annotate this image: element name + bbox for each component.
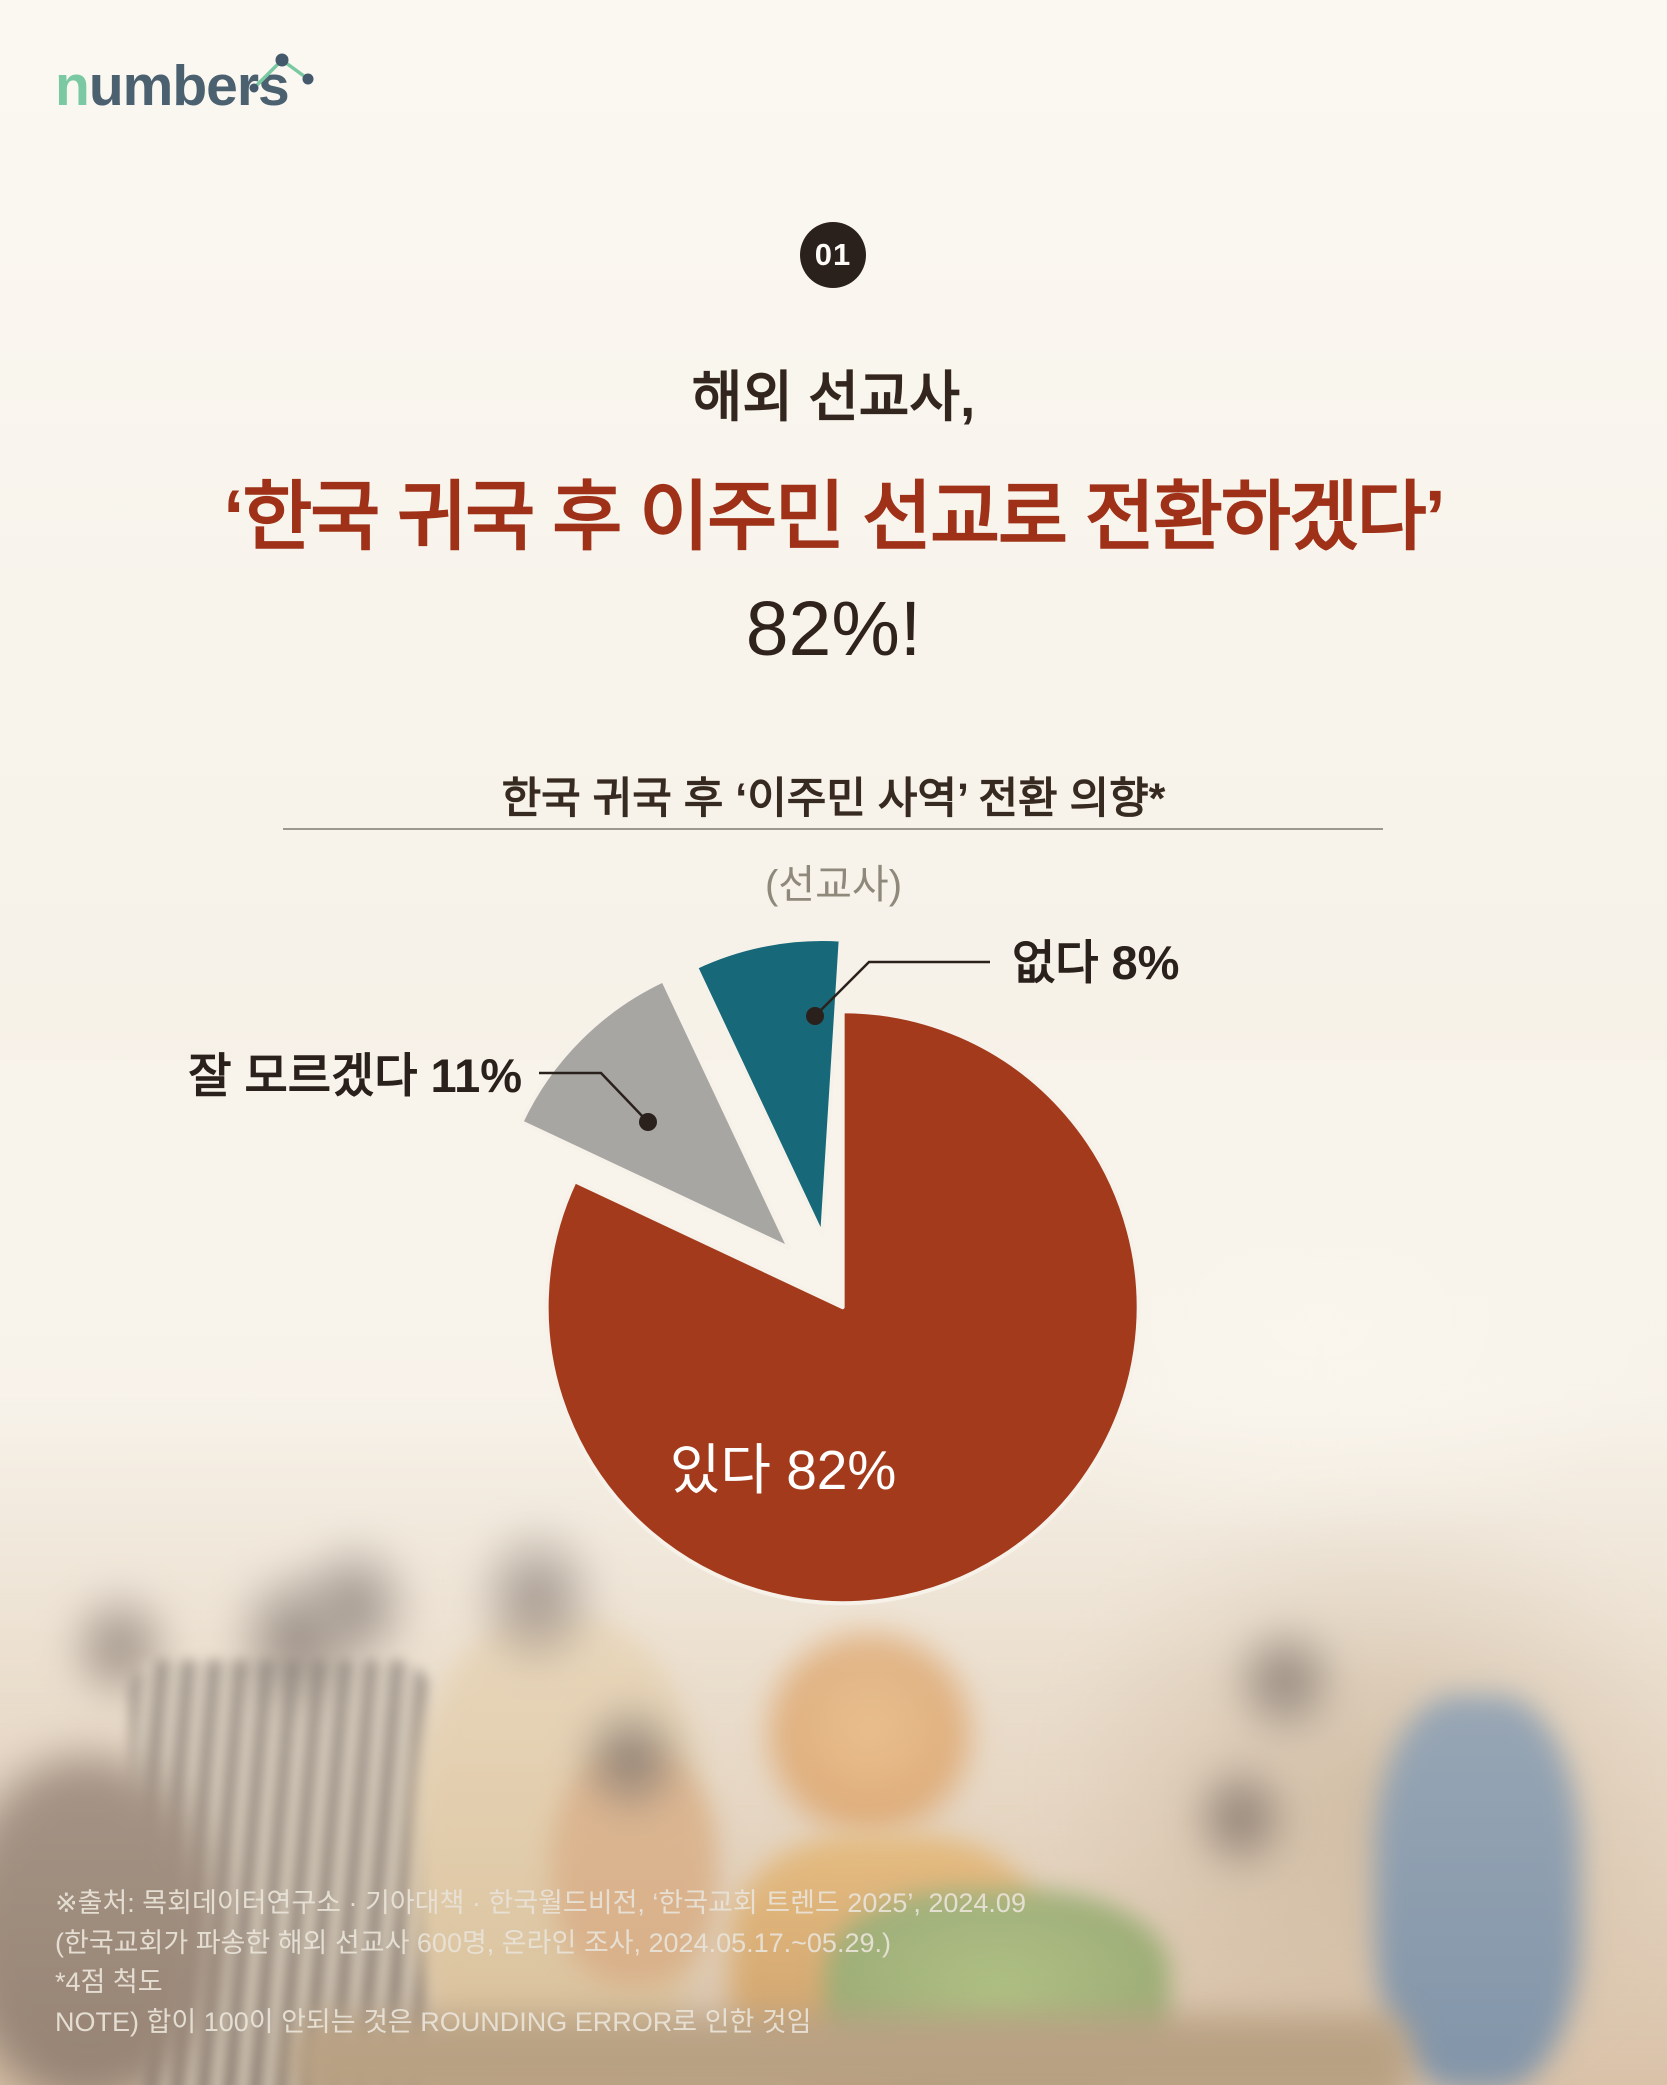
logo-letter-n: n <box>55 54 90 118</box>
headline-line3-percentage: 82%! <box>745 586 922 672</box>
footer-notes: ※출처: 목회데이터연구소 · 기아대책 · 한국월드비전, ‘한국교회 트렌드… <box>55 1884 1615 2042</box>
pie-callout-dot <box>639 1113 657 1131</box>
pie-slice-2 <box>694 937 843 1238</box>
pie-callout-label: 잘 모르겠다 11% <box>188 1049 522 1102</box>
pie-slice-0 <box>544 1009 1141 1606</box>
pie-callout-line <box>539 1071 646 1120</box>
pie-callout-line <box>817 960 990 1014</box>
headline-line1: 해외 선교사, <box>691 366 976 428</box>
numbers-logo: numbers <box>55 50 375 130</box>
chart-subtitle: (선교사) <box>764 863 903 907</box>
chart-title: 한국 귀국 후 ‘이주민 사역’ 전환 의향* <box>501 775 1166 823</box>
headline-line2-red: ‘한국 귀국 후 이주민 선교로 전환하겠다’ <box>223 475 1446 560</box>
section-number-badge: 01 <box>800 222 866 288</box>
pie-callout-dot <box>806 1007 824 1025</box>
pie-slice-1 <box>519 978 792 1251</box>
pie-callout-label: 없다 8% <box>1012 936 1179 989</box>
section-number: 01 <box>814 237 852 272</box>
footer-rounding-line: NOTE) 합이 100이 안되는 것은 ROUNDING ERROR로 인한 … <box>55 2006 812 2037</box>
line-chart-sparkline-icon <box>249 53 314 93</box>
background-photo <box>0 1060 1667 2085</box>
footer-survey-line: (한국교회가 파송한 해외 선교사 600명, 온라인 조사, 2024.05.… <box>55 1927 891 1958</box>
footer-scale-line: *4점 척도 <box>55 1967 163 1997</box>
chart-title-divider <box>283 828 1383 830</box>
footer-source-line: ※출처: 목회데이터연구소 · 기아대책 · 한국월드비전, ‘한국교회 트렌드… <box>55 1888 1026 1918</box>
pie-label-inside: 있다 82% <box>670 1439 897 1501</box>
